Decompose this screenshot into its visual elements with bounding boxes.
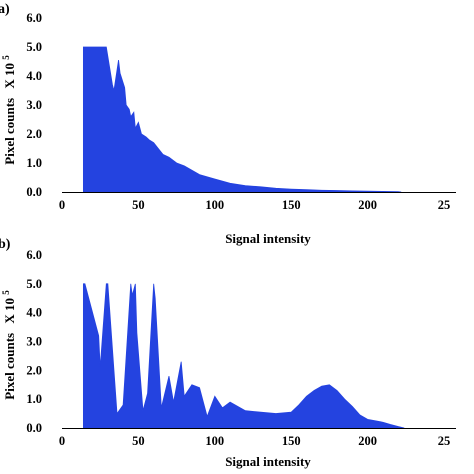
panel-a-plot-area	[82, 46, 402, 193]
panel-a-x-tick-label: 200	[358, 198, 377, 212]
panel-b-x-tick-label: 100	[205, 434, 224, 448]
panel-a-chart: a) Pixel counts X 10 5 0.0 1.0 2.0 3.0 4.0 5.…	[0, 2, 456, 246]
panel-a-y-tick-label: 4.0	[26, 69, 42, 83]
panel-a-x-ticks: 0 50 100 150 200 25	[59, 198, 450, 212]
panel-b-x-tick-label: 50	[132, 434, 145, 448]
panel-a-y-tick-label: 5.0	[26, 40, 42, 54]
panel-a-y-tick-label: 2.0	[26, 127, 42, 141]
panel-b-y-axis-label: Pixel counts	[2, 333, 17, 400]
panel-b-x-axis-title: Signal intensity	[225, 454, 311, 469]
panel-b-y-tick-label: 0.0	[26, 421, 42, 435]
panel-b-series-area-0	[82, 283, 405, 429]
panel-a-y-axis-title: Pixel counts X 10 5	[1, 55, 17, 165]
panel-b-y-tick-label: 4.0	[26, 306, 42, 320]
panel-a-x-tick-label: 150	[282, 198, 301, 212]
panel-a-label: a)	[0, 2, 10, 17]
panel-b-x-tick-label: 200	[358, 434, 377, 448]
panel-a-y-tick-label: 3.0	[26, 98, 42, 112]
panel-b-y-tick-label: 3.0	[26, 335, 42, 349]
panel-b-x-tick-label: 25	[438, 434, 451, 448]
panel-b-y-tick-label: 2.0	[26, 363, 42, 377]
panel-a-y-axis-multiplier: X 10	[2, 63, 17, 89]
panel-a-x-axis-title: Signal intensity	[225, 231, 311, 246]
panel-b-y-tick-label: 5.0	[26, 277, 42, 291]
panel-b-x-tick-label: 0	[59, 434, 65, 448]
panel-b-y-axis-title: Pixel counts X 10 5	[1, 290, 17, 400]
panel-a-x-tick-label: 50	[132, 198, 145, 212]
panel-b-x-tick-label: 150	[282, 434, 301, 448]
panel-a-y-ticks: 0.0 1.0 2.0 3.0 4.0 5.0 6.0	[26, 11, 42, 199]
panel-b-plot-area	[82, 283, 405, 429]
panel-b-x-ticks: 0 50 100 150 200 25	[59, 434, 450, 448]
panel-a-x-tick-label: 100	[205, 198, 224, 212]
panel-a-y-tick-label: 6.0	[26, 11, 42, 25]
panel-b-y-ticks: 0.0 1.0 2.0 3.0 4.0 5.0 6.0	[26, 248, 42, 435]
panel-b-label: b)	[0, 237, 11, 252]
panel-a-y-axis-exponent: 5	[1, 55, 11, 60]
panel-a-y-axis-label: Pixel counts	[2, 98, 17, 165]
panel-b-y-tick-label: 6.0	[26, 248, 42, 262]
panel-a-y-tick-label: 1.0	[26, 156, 42, 170]
panel-b-y-axis-exponent: 5	[1, 290, 11, 295]
panel-b-chart: b) Pixel counts X 10 5 0.0 1.0 2.0 3.0 4.0 5.…	[0, 237, 456, 469]
panel-a-series-area-0	[82, 46, 402, 193]
panel-a-x-tick-label: 0	[59, 198, 65, 212]
panel-b-y-tick-label: 1.0	[26, 392, 42, 406]
panel-a-y-tick-label: 0.0	[26, 185, 42, 199]
panel-a-x-tick-label: 25	[438, 198, 451, 212]
panel-b-y-axis-multiplier: X 10	[2, 298, 17, 324]
